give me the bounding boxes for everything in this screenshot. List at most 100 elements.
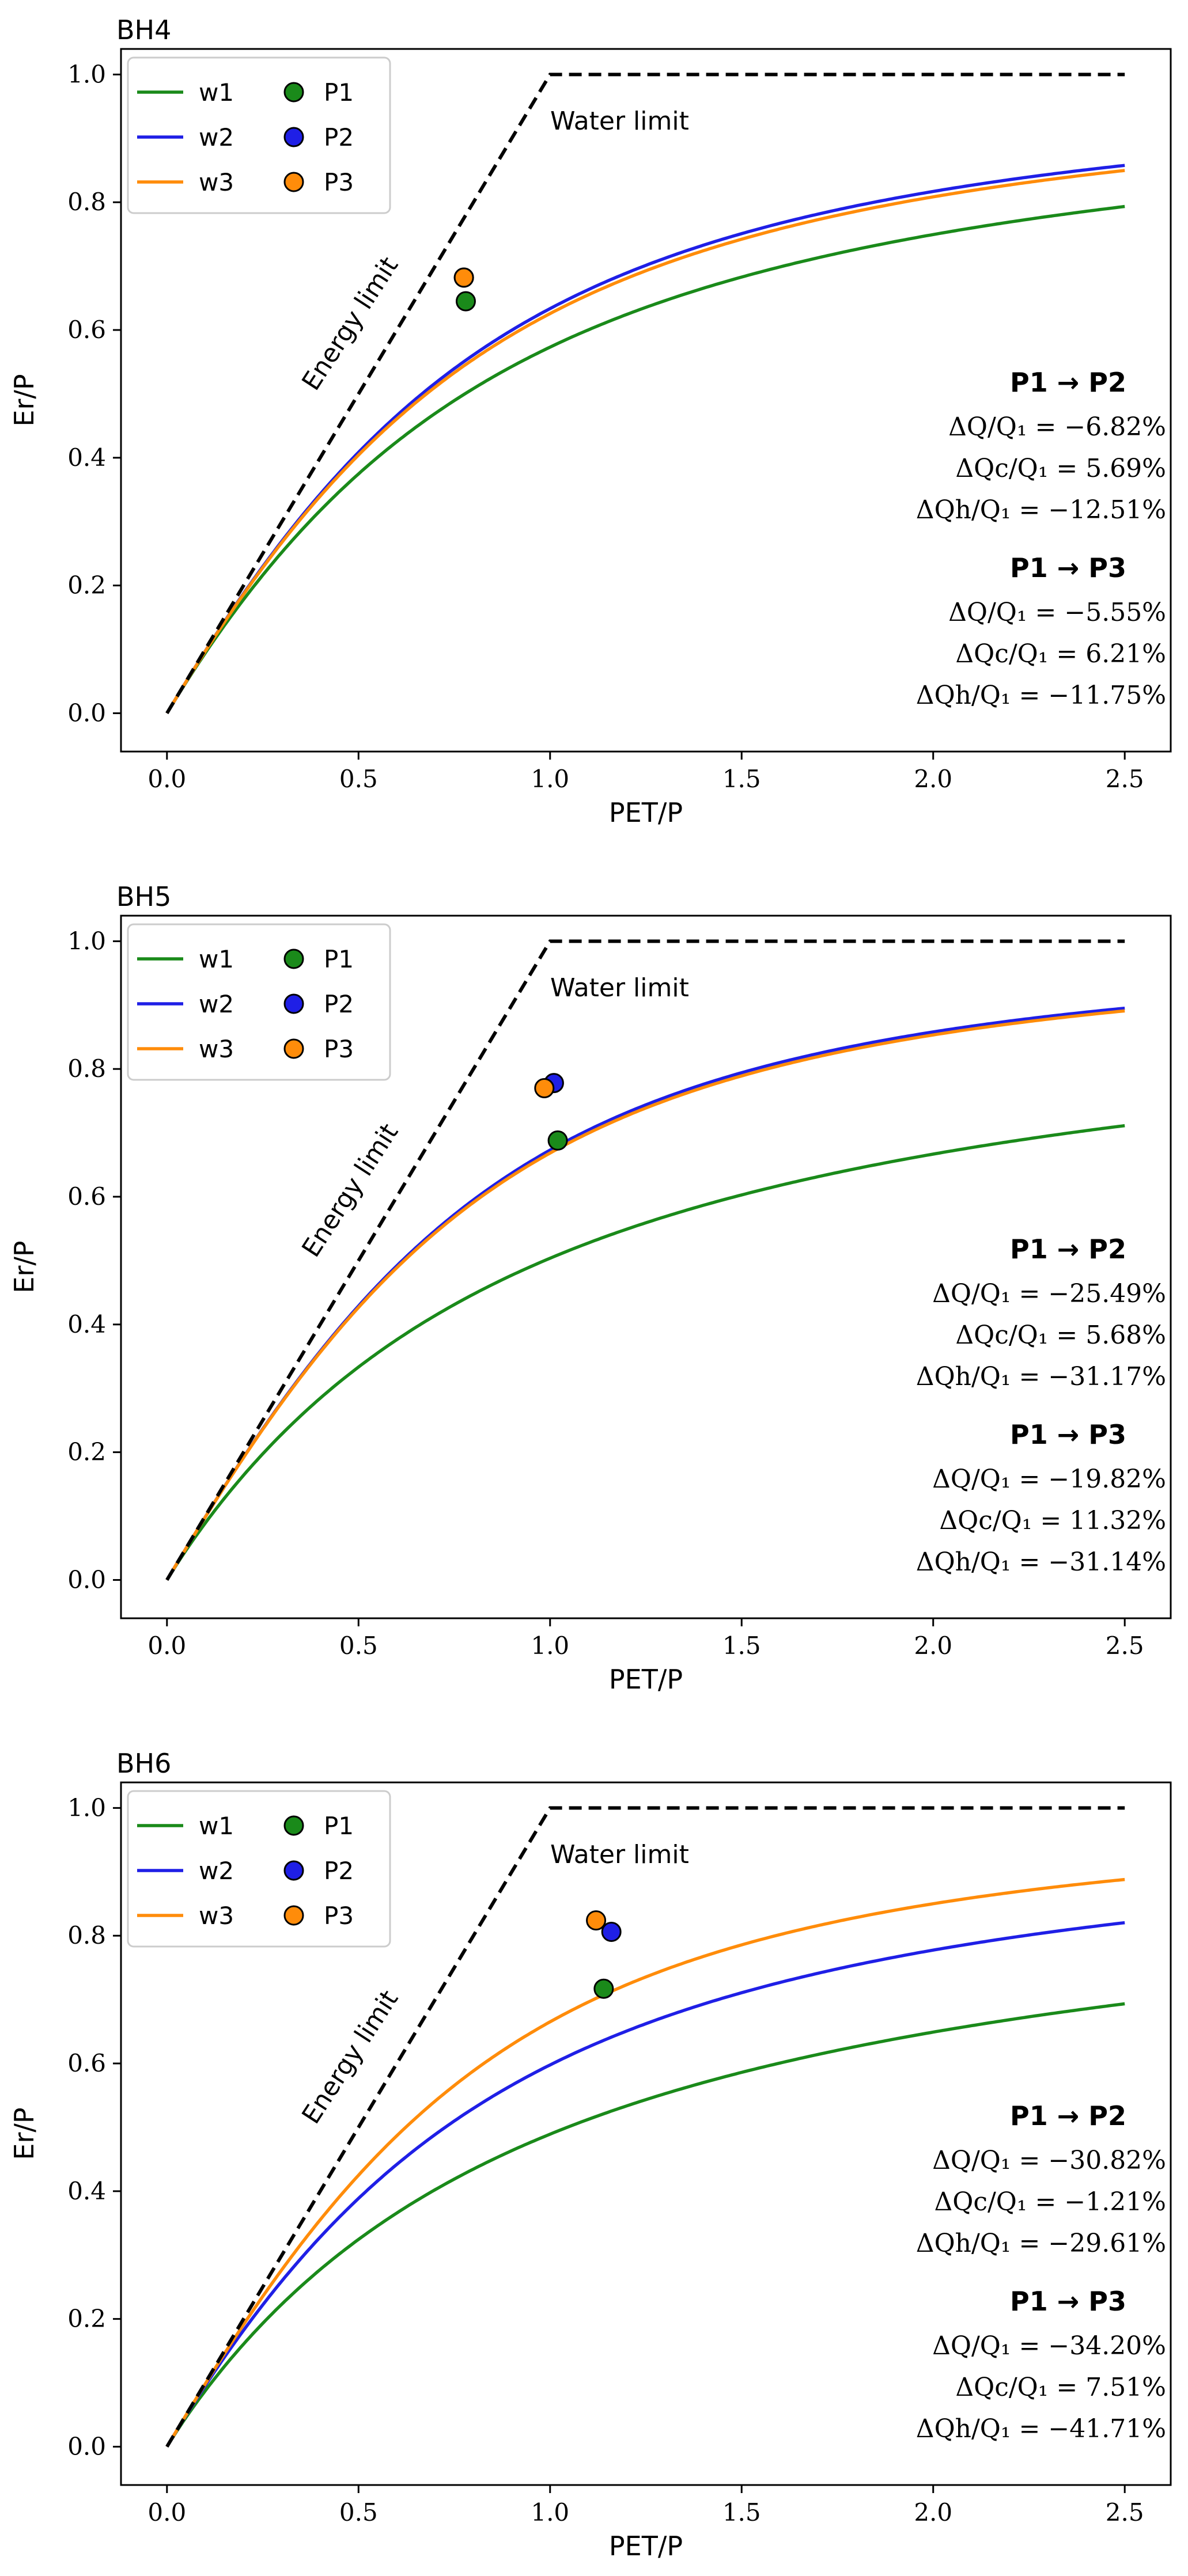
annotation-block: P1 → P3 ΔQ/Q₁ = −34.20% ΔQc/Q₁ = 7.51% ΔQh/…	[916, 2286, 1166, 2444]
legend-marker-p3	[283, 1905, 304, 1926]
legend-label-p2: P2	[324, 990, 354, 1018]
annotation-block: P1 → P2 ΔQ/Q₁ = −6.82% ΔQc/Q₁ = 5.69% ΔQh/Q…	[916, 367, 1166, 525]
annotation-header: P1 → P2	[1010, 1234, 1126, 1265]
legend-marker-p1	[283, 949, 304, 969]
water-limit-label: Water limit	[550, 107, 689, 136]
x-tick-label: 1.5	[722, 765, 761, 793]
y-tick-label: 0.4	[67, 443, 106, 472]
y-axis-label: Er/P	[9, 1240, 40, 1293]
water-limit-label: Water limit	[550, 1840, 689, 1869]
legend: w1 w2 w3 P1 P2 P3	[127, 56, 391, 214]
y-tick-label: 0.2	[67, 2305, 106, 2333]
point-p3	[453, 267, 474, 288]
annotation-line: ΔQh/Q₁ = −11.75%	[916, 681, 1166, 710]
point-p3	[586, 1910, 607, 1931]
x-tick-label: 0.5	[339, 1632, 378, 1660]
legend-label-p3: P3	[324, 1035, 354, 1063]
annotation-header: P1 → P2	[1010, 2100, 1126, 2131]
annotation-header: P1 → P2	[1010, 367, 1126, 398]
y-tick-label: 0.0	[67, 1565, 106, 1594]
annotation-header: P1 → P3	[1010, 2286, 1126, 2317]
annotation-line: ΔQh/Q₁ = −41.71%	[916, 2414, 1166, 2444]
panel-title: BH5	[116, 881, 171, 912]
legend-label-w1: w1	[199, 1812, 234, 1840]
annotation-block: P1 → P3 ΔQ/Q₁ = −5.55% ΔQc/Q₁ = 6.21% ΔQh/Q…	[916, 552, 1166, 710]
x-tick-label: 1.0	[531, 765, 569, 793]
legend-box	[127, 923, 391, 1081]
annotation-line: ΔQc/Q₁ = 5.68%	[955, 1321, 1166, 1350]
annotation-line: ΔQ/Q₁ = −6.82%	[948, 412, 1166, 442]
x-tick-label: 2.5	[1106, 2498, 1144, 2526]
legend-marker-p1	[283, 82, 304, 103]
annotation-line: ΔQh/Q₁ = −31.14%	[916, 1547, 1166, 1577]
panel-title: BH4	[116, 14, 171, 45]
x-tick-label: 0.5	[339, 2498, 378, 2526]
y-tick-label: 0.8	[67, 1921, 106, 1949]
annotation-line: ΔQ/Q₁ = −5.55%	[948, 598, 1166, 627]
series-line-w1	[165, 2002, 1125, 2448]
legend-label-w3: w3	[199, 1035, 234, 1063]
x-tick-label: 0.0	[147, 1632, 186, 1660]
series-line-w3	[165, 1009, 1125, 1581]
x-tick-label: 0.0	[147, 2498, 186, 2526]
energy-limit-label: Energy limit	[296, 252, 404, 396]
series-line-w3	[165, 169, 1125, 714]
legend-label-w2: w2	[199, 1857, 234, 1885]
y-tick-label: 1.0	[67, 60, 106, 88]
x-tick-label: 2.5	[1106, 765, 1144, 793]
axes-frame	[120, 915, 1172, 1619]
point-p3	[534, 1078, 555, 1098]
series-line-w1	[165, 204, 1125, 714]
y-tick-label: 0.4	[67, 1310, 106, 1338]
x-tick-label: 1.5	[722, 2498, 761, 2526]
annotation-header: P1 → P3	[1010, 1419, 1126, 1450]
y-tick-label: 1.0	[67, 1793, 106, 1822]
x-tick-label: 0.0	[147, 765, 186, 793]
legend-box	[127, 1790, 391, 1948]
legend-label-p2: P2	[324, 1857, 354, 1885]
legend-marker-p3	[283, 1038, 304, 1059]
x-tick-label: 0.5	[339, 765, 378, 793]
x-tick-label: 2.0	[914, 765, 952, 793]
legend-label-p1: P1	[324, 78, 354, 107]
y-tick-label: 1.0	[67, 927, 106, 955]
water-limit-label: Water limit	[550, 973, 689, 1003]
axes-frame	[120, 1781, 1172, 2486]
legend-label-p2: P2	[324, 123, 354, 151]
annotation-line: ΔQc/Q₁ = 6.21%	[955, 639, 1166, 669]
legend-label-w1: w1	[199, 78, 234, 107]
x-axis-label: PET/P	[609, 1664, 683, 1695]
x-tick-label: 2.5	[1106, 1632, 1144, 1660]
legend-marker-p2	[283, 127, 304, 147]
y-tick-label: 0.6	[67, 1182, 106, 1211]
plot-area	[165, 1806, 1125, 2448]
legend-marker-p2	[283, 993, 304, 1014]
limit-line	[165, 1806, 1125, 2448]
annotation-line: ΔQh/Q₁ = −12.51%	[916, 495, 1166, 525]
legend-label-w2: w2	[199, 123, 234, 151]
y-axis-label: Er/P	[9, 374, 40, 426]
legend-marker-p1	[283, 1815, 304, 1836]
point-p1	[547, 1130, 568, 1151]
x-tick-label: 1.5	[722, 1632, 761, 1660]
annotation-block: P1 → P2 ΔQ/Q₁ = −30.82% ΔQc/Q₁ = −1.21% ΔQh…	[916, 2100, 1166, 2258]
panel-bh4: BH4 0.0 0.5 1.0 1.5 2.0 2.5 0.0 0.2 0.4 0.6 0.8 1.0 P…	[9, 14, 1172, 828]
annotation-line: ΔQc/Q₁ = −1.21%	[934, 2187, 1166, 2217]
y-tick-label: 0.6	[67, 2049, 106, 2077]
annotation-line: ΔQc/Q₁ = 7.51%	[955, 2373, 1166, 2402]
axes-frame	[120, 48, 1172, 753]
annotation-block: P1 → P3 ΔQ/Q₁ = −19.82% ΔQc/Q₁ = 11.32% ΔQh…	[916, 1419, 1166, 1577]
x-tick-label: 2.0	[914, 2498, 952, 2526]
y-axis-label: Er/P	[9, 2107, 40, 2160]
x-tick-label: 1.0	[531, 1632, 569, 1660]
annotation-line: ΔQ/Q₁ = −30.82%	[932, 2146, 1166, 2175]
legend: w1 w2 w3 P1 P2 P3	[127, 923, 391, 1081]
annotation-line: ΔQ/Q₁ = −19.82%	[932, 1465, 1166, 1494]
annotation-line: ΔQh/Q₁ = −31.17%	[916, 1362, 1166, 1391]
limit-line	[165, 73, 1125, 714]
series-line-w2	[165, 1921, 1125, 2448]
y-tick-label: 0.4	[67, 2177, 106, 2205]
x-tick-label: 1.0	[531, 2498, 569, 2526]
y-tick-label: 0.2	[67, 571, 106, 600]
